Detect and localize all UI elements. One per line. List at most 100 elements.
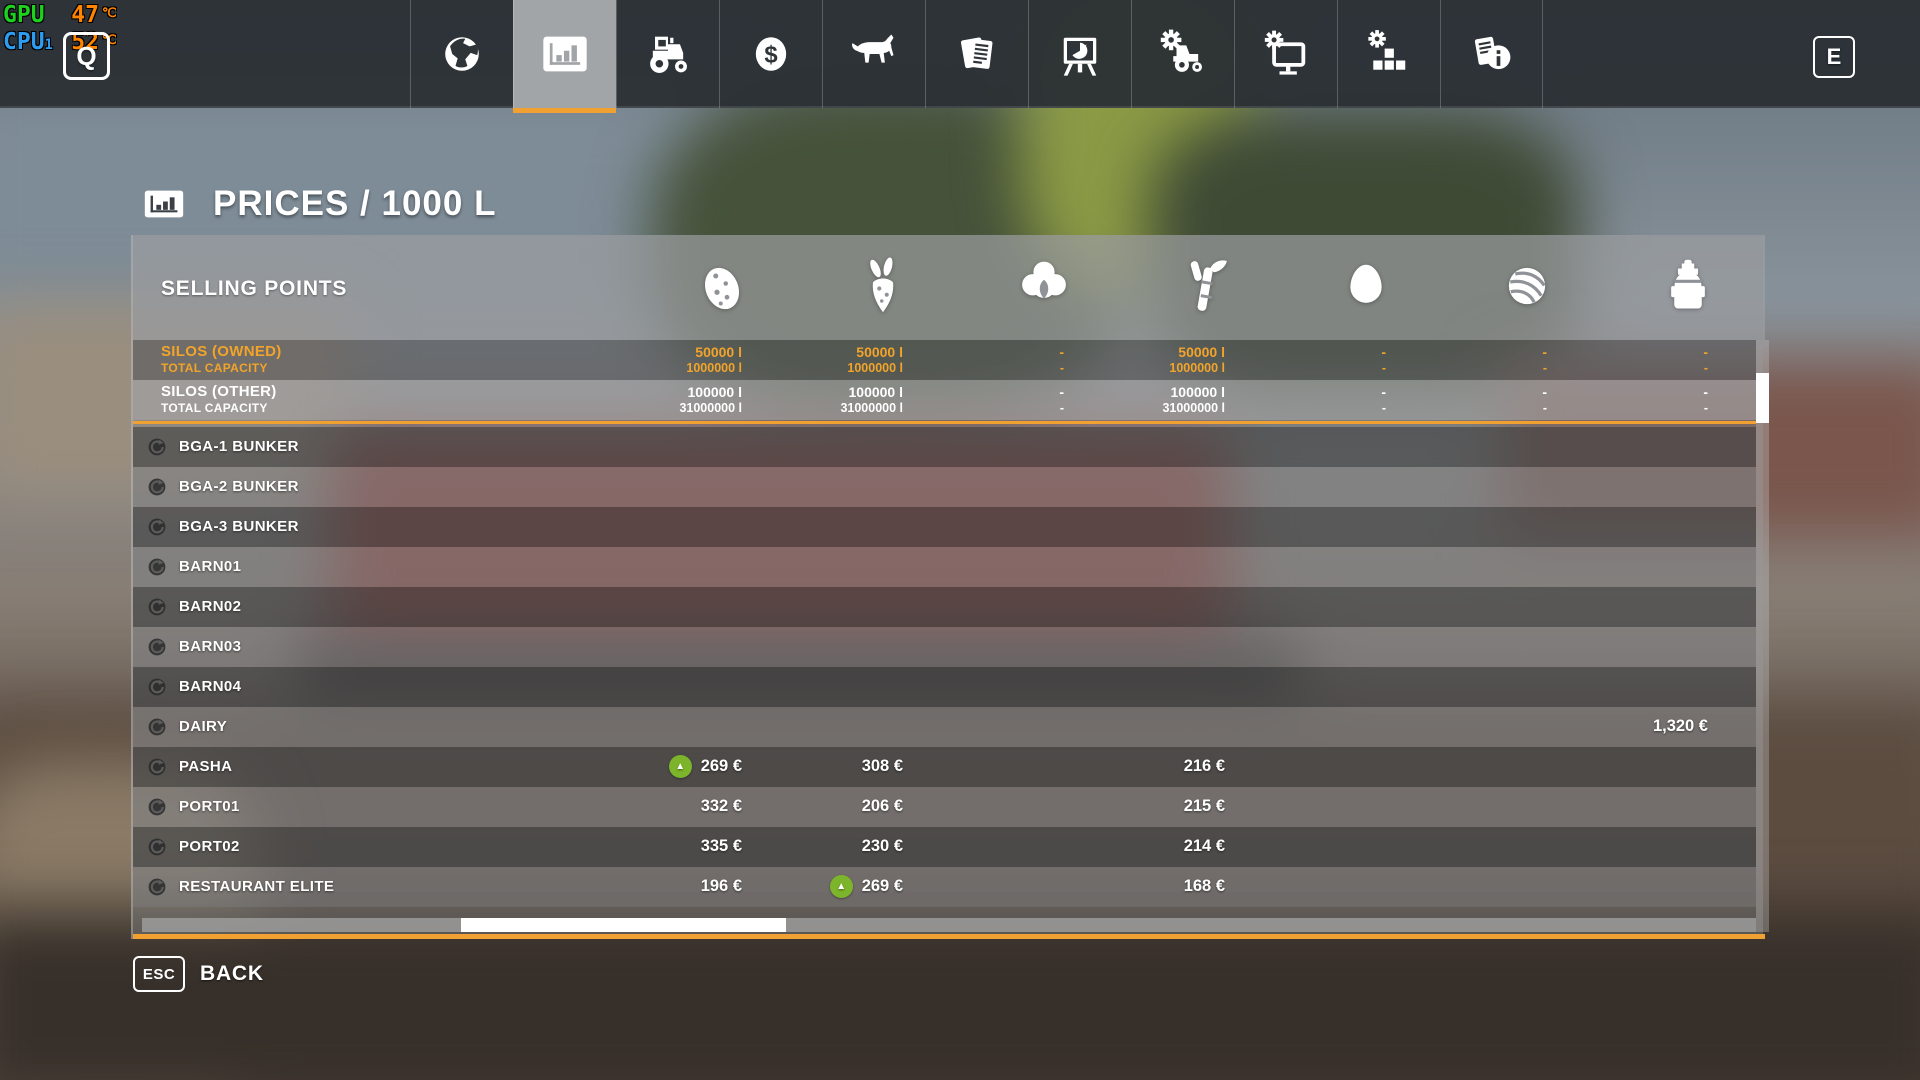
horizontal-scrollbar[interactable]	[142, 918, 1756, 932]
gpu-label: GPU	[3, 2, 45, 28]
carrot-silo-cell: 50000 l 1000000 l	[847, 344, 903, 375]
tab-contracts[interactable]	[925, 0, 1028, 108]
gpu-temp-value: 47	[71, 2, 99, 28]
tab-map[interactable]	[410, 0, 513, 108]
selling-point-row[interactable]: BGA-1 BUNKER	[133, 427, 1756, 467]
potato-price-cell: 335 €	[592, 827, 742, 865]
selling-point-row[interactable]: BARN04	[133, 667, 1756, 707]
tab-vehicles[interactable]	[616, 0, 719, 108]
vertical-scrollbar[interactable]	[1756, 340, 1769, 932]
location-marker-icon	[144, 874, 170, 900]
tab-display-settings[interactable]	[1234, 0, 1337, 108]
tab-finances[interactable]	[719, 0, 822, 108]
sugarcane-price-cell: 168 €	[1075, 867, 1225, 905]
prices-panel: SELLING POINTS BGA-1 BUNKER BGA-2 BUNKER…	[131, 235, 1769, 939]
selling-point-row[interactable]: BARN03	[133, 627, 1756, 667]
menu-tabs	[410, 0, 1543, 108]
location-marker-icon	[144, 794, 170, 820]
selling-point-name: BGA-3 BUNKER	[179, 518, 299, 535]
tab-vehicle-settings[interactable]	[1131, 0, 1234, 108]
selling-point-row[interactable]: PORT02 335 € 230 € 214 €	[133, 827, 1756, 867]
silo-row-name: SILOS (OTHER)	[161, 383, 277, 400]
sugarcane-icon	[1175, 255, 1235, 317]
cpu-label: CPU1	[3, 29, 53, 55]
selling-point-name: PORT02	[179, 838, 240, 855]
tab-prices[interactable]	[513, 0, 616, 108]
price-value: 1,320 €	[1652, 716, 1708, 735]
cotton-silo-cell: --	[1059, 344, 1064, 375]
cotton-silo-cell: --	[1059, 384, 1064, 415]
carrot-price-cell: 206 €	[753, 787, 903, 825]
carrot-price-cell: ▲ 269 €	[753, 867, 903, 905]
carrot-silo-cell: 100000 l 31000000 l	[840, 384, 903, 415]
milk-icon	[1658, 255, 1718, 317]
tab-animals[interactable]	[822, 0, 925, 108]
carrot-icon	[853, 255, 913, 317]
potato-silo-cell: 100000 l 31000000 l	[679, 384, 742, 415]
potato-silo-cell: 50000 l 1000000 l	[686, 344, 742, 375]
bar-chart-icon	[141, 184, 187, 224]
egg-silo-cell: --	[1381, 344, 1386, 375]
price-value: 215 €	[1183, 796, 1225, 815]
selling-point-row[interactable]: PORT01 332 € 206 € 215 €	[133, 787, 1756, 827]
footer-bar: ESC BACK	[133, 956, 264, 992]
sugarcane-price-cell: 216 €	[1075, 747, 1225, 785]
top-menu-bar	[0, 0, 1920, 108]
location-marker-icon	[144, 594, 170, 620]
key-hint-q: Q	[63, 32, 110, 80]
silo-row-subtitle: TOTAL CAPACITY	[161, 401, 268, 415]
selling-point-name: BARN03	[179, 638, 242, 655]
tab-production[interactable]	[1028, 0, 1131, 108]
egg-silo-cell: --	[1381, 384, 1386, 415]
vertical-scrollbar-thumb[interactable]	[1756, 373, 1769, 423]
trend-up-icon: ▲	[829, 874, 853, 898]
selling-point-row[interactable]: DAIRY 1,320 €	[133, 707, 1756, 747]
tab-game-settings[interactable]	[1337, 0, 1440, 108]
price-value: 335 €	[700, 836, 742, 855]
milk-silo-cell: --	[1703, 344, 1708, 375]
esc-key-hint[interactable]: ESC	[133, 956, 185, 992]
selling-point-row[interactable]: BGA-3 BUNKER	[133, 507, 1756, 547]
milk-silo-cell: --	[1703, 384, 1708, 415]
horizontal-scrollbar-thumb[interactable]	[461, 918, 786, 932]
selling-points-list: BGA-1 BUNKER BGA-2 BUNKER BGA-3 BUNKER B…	[133, 427, 1756, 907]
location-marker-icon	[144, 754, 170, 780]
location-marker-icon	[144, 834, 170, 860]
page-title: PRICES / 1000 L	[141, 184, 496, 224]
selling-point-row[interactable]: BGA-2 BUNKER	[133, 467, 1756, 507]
location-marker-icon	[144, 674, 170, 700]
selling-point-row[interactable]: BARN02	[133, 587, 1756, 627]
price-value: 308 €	[861, 756, 903, 775]
price-value: 332 €	[700, 796, 742, 815]
selling-points-header: SELLING POINTS	[161, 277, 348, 300]
price-value: 269 €	[861, 876, 903, 895]
egg-icon	[1336, 255, 1396, 317]
carrot-price-cell: 230 €	[753, 827, 903, 865]
silos-owned-row: SILOS (OWNED) TOTAL CAPACITY 50000 l 1000…	[133, 340, 1756, 380]
back-button[interactable]: BACK	[200, 962, 264, 985]
selling-point-name: BGA-2 BUNKER	[179, 478, 299, 495]
selling-point-row[interactable]: BARN01	[133, 547, 1756, 587]
silos-other-row: SILOS (OTHER) TOTAL CAPACITY 100000 l 310…	[133, 380, 1756, 420]
selling-point-row[interactable]: PASHA ▲ 269 € 308 € 216 €	[133, 747, 1756, 787]
selling-point-name: PASHA	[179, 758, 233, 775]
selling-point-row[interactable]: RESTAURANT ELITE 196 € ▲ 269 € 168 €	[133, 867, 1756, 907]
price-value: 216 €	[1183, 756, 1225, 775]
price-value: 230 €	[861, 836, 903, 855]
gpu-temp-line: GPU 47 ℃	[3, 2, 133, 29]
panel-bottom-accent	[133, 934, 1765, 939]
price-value: 196 €	[700, 876, 742, 895]
location-marker-icon	[144, 434, 170, 460]
selling-point-name: BARN04	[179, 678, 242, 695]
sugarcane-silo-cell: 100000 l 31000000 l	[1162, 384, 1225, 415]
wool-silo-cell: --	[1542, 384, 1547, 415]
silo-row-name: SILOS (OWNED)	[161, 343, 282, 360]
price-value: 206 €	[861, 796, 903, 815]
tab-help[interactable]	[1440, 0, 1543, 108]
price-value: 168 €	[1183, 876, 1225, 895]
sugarcane-silo-cell: 50000 l 1000000 l	[1169, 344, 1225, 375]
potato-price-cell: ▲ 269 €	[592, 747, 742, 785]
trend-up-icon: ▲	[668, 754, 692, 778]
cotton-icon	[1014, 255, 1074, 317]
